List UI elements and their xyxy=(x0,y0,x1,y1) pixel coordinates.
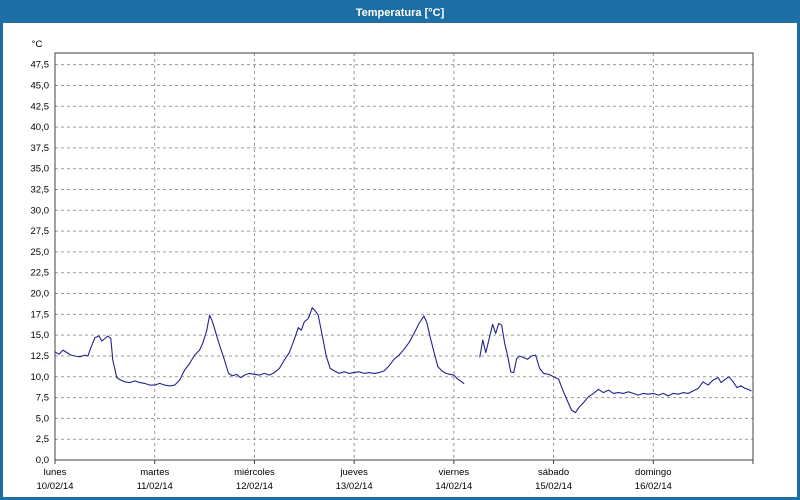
svg-text:16/02/14: 16/02/14 xyxy=(635,481,672,492)
svg-text:20,0: 20,0 xyxy=(31,289,50,300)
svg-text:42,5: 42,5 xyxy=(31,101,50,112)
svg-text:45,0: 45,0 xyxy=(31,80,50,91)
svg-text:47,5: 47,5 xyxy=(31,60,50,71)
svg-text:15/02/14: 15/02/14 xyxy=(535,481,572,492)
svg-text:30,0: 30,0 xyxy=(31,205,50,216)
svg-text:sábado: sábado xyxy=(538,467,569,478)
window-title: Temperatura [°C] xyxy=(355,7,445,19)
svg-text:jueves: jueves xyxy=(339,467,368,478)
svg-text:11/02/14: 11/02/14 xyxy=(137,481,173,492)
svg-text:viernes: viernes xyxy=(439,467,470,478)
svg-text:17,5: 17,5 xyxy=(31,309,50,320)
svg-text:10,0: 10,0 xyxy=(31,372,50,383)
svg-text:7,5: 7,5 xyxy=(36,393,49,404)
svg-text:2,5: 2,5 xyxy=(36,434,49,445)
svg-text:40,0: 40,0 xyxy=(31,122,50,133)
svg-text:32,5: 32,5 xyxy=(31,184,50,195)
svg-text:13/02/14: 13/02/14 xyxy=(336,481,373,492)
svg-text:35,0: 35,0 xyxy=(31,164,50,175)
svg-text:lunes: lunes xyxy=(44,467,67,478)
svg-text:22,5: 22,5 xyxy=(31,268,50,279)
svg-text:12,5: 12,5 xyxy=(31,351,50,362)
svg-text:0,0: 0,0 xyxy=(36,455,49,466)
svg-text:12/02/14: 12/02/14 xyxy=(236,481,273,492)
svg-text:10/02/14: 10/02/14 xyxy=(37,481,74,492)
svg-text:25,0: 25,0 xyxy=(31,247,50,258)
svg-text:miércoles: miércoles xyxy=(234,467,275,478)
svg-text:27,5: 27,5 xyxy=(31,226,50,237)
title-bar: Temperatura [°C] xyxy=(3,3,797,23)
svg-text:37,5: 37,5 xyxy=(31,143,50,154)
temperature-chart: 0,0 2,5 5,0 7,5 10,0 12,5 15,0 17,5 20,0 22,5 25,0… xyxy=(3,23,797,497)
svg-text:5,0: 5,0 xyxy=(36,413,49,424)
svg-text:14/02/14: 14/02/14 xyxy=(435,481,472,492)
svg-text:15,0: 15,0 xyxy=(31,330,50,341)
svg-text:martes: martes xyxy=(140,467,169,478)
svg-text:°C: °C xyxy=(32,39,43,50)
svg-text:domingo: domingo xyxy=(635,467,671,478)
temperature-line-chart: 0,0 2,5 5,0 7,5 10,0 12,5 15,0 17,5 20,0 22,5 25,0… xyxy=(31,39,754,492)
